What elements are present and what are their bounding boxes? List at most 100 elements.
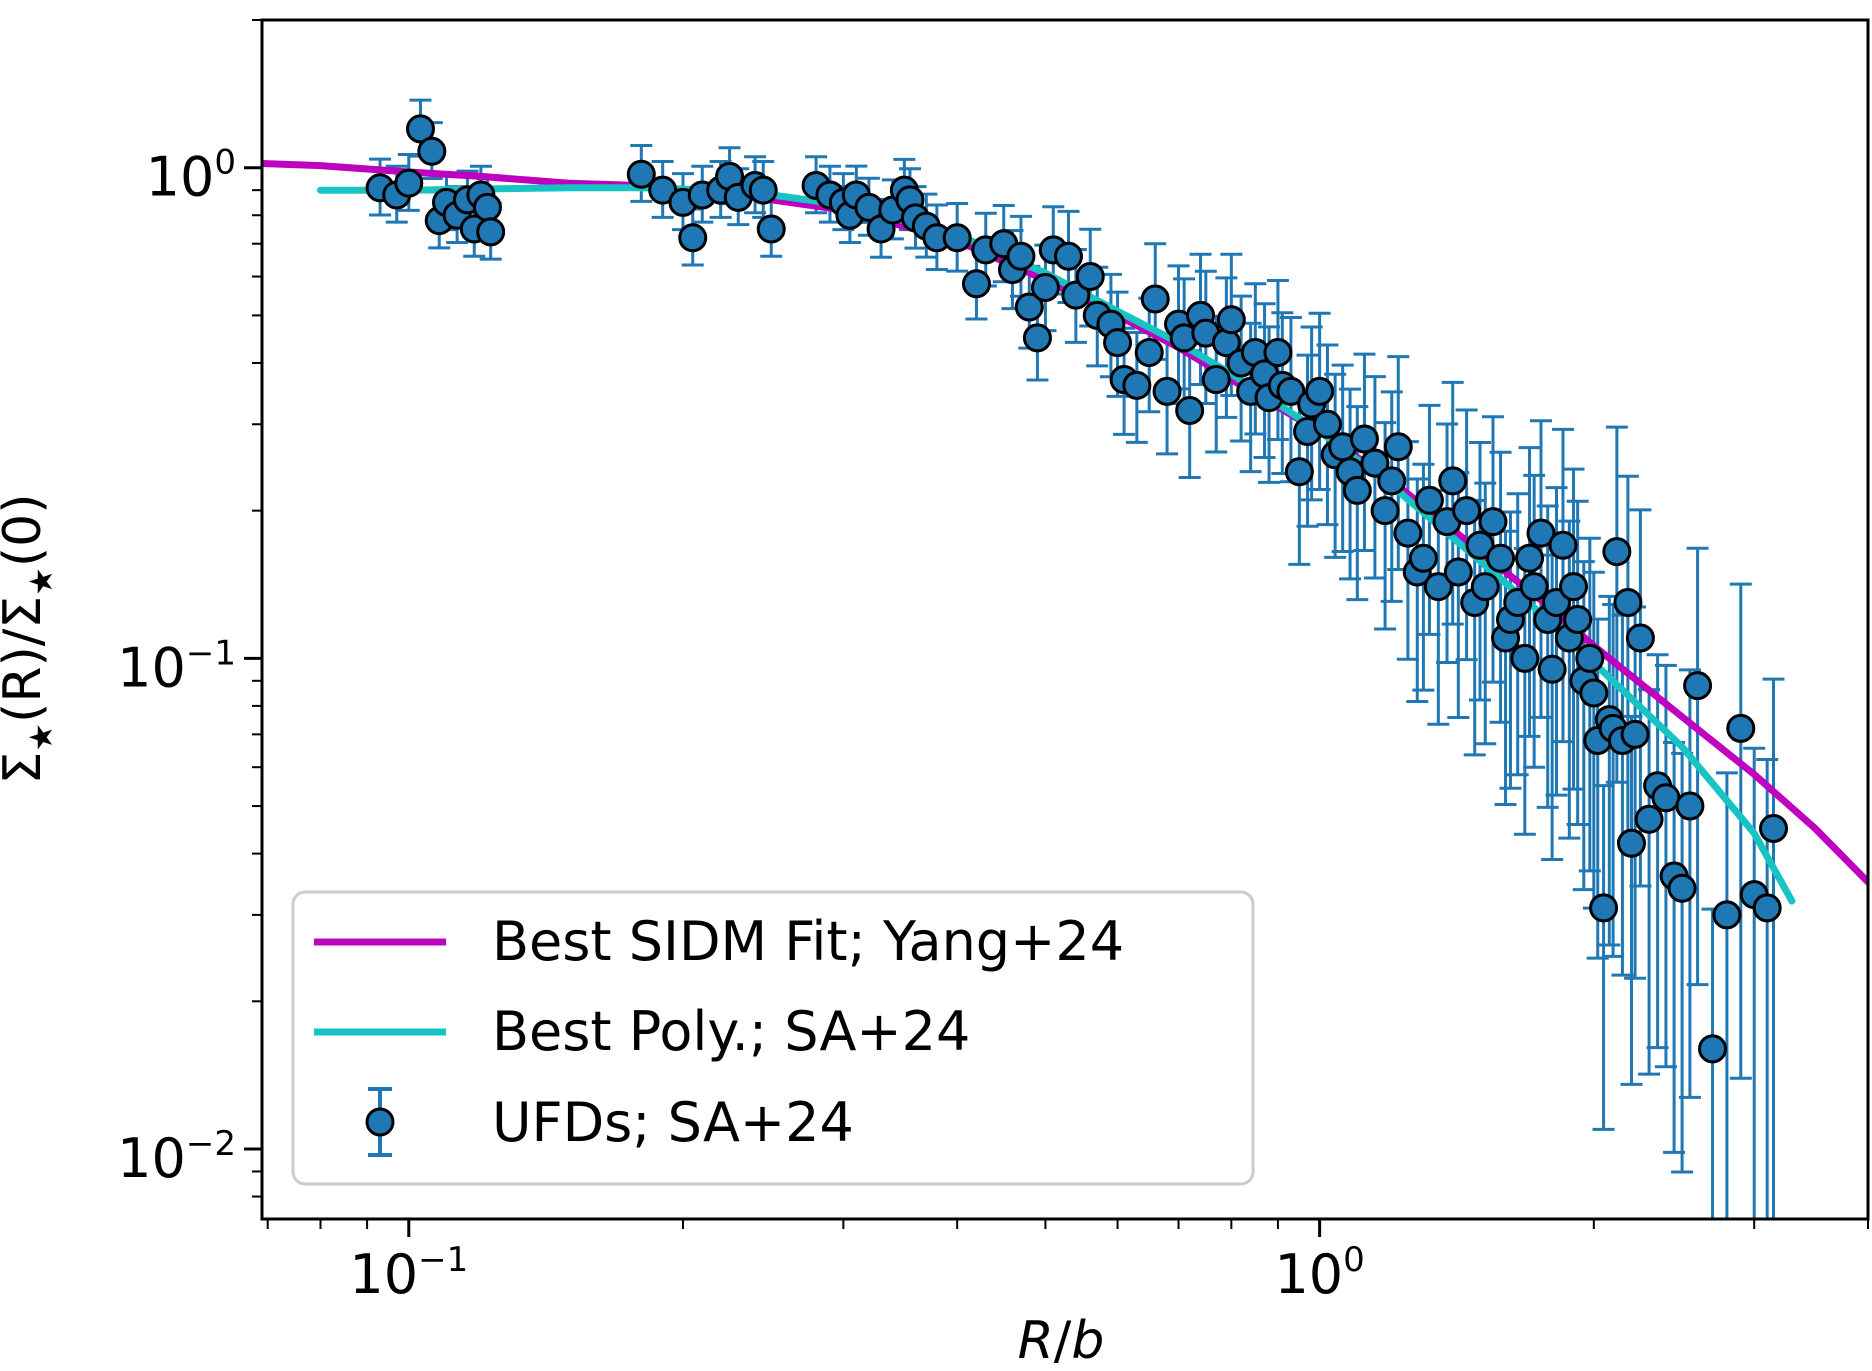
y-tick-label-1: 100 <box>146 143 236 209</box>
ufd-data-point <box>1134 338 1164 368</box>
ufd-errorbar <box>1729 582 1752 1080</box>
ufd-errorbar <box>1620 714 1643 1086</box>
ufd-data-point <box>1370 496 1400 526</box>
ufd-data-point <box>1470 572 1500 602</box>
data-point-layer <box>365 114 1789 1064</box>
ufd-data-point <box>1175 395 1205 425</box>
y-tick-label-base: 10 <box>117 636 186 699</box>
ufd-data-point <box>1360 448 1390 478</box>
x-axis-label-main: R <box>1018 1311 1054 1371</box>
ufd-data-point <box>1510 643 1540 673</box>
ufd-data-point <box>1312 409 1342 439</box>
ufd-data-point <box>1284 457 1314 487</box>
ufd-data-point <box>1563 605 1593 634</box>
ufd-data-point <box>476 217 506 247</box>
ufd-data-point <box>1675 791 1705 821</box>
x-axis-label: R/b <box>1018 1311 1105 1371</box>
y-axis-label-sigma2: Σ <box>0 596 53 629</box>
ufd-data-point <box>1478 507 1508 537</box>
x-tick-label-base: 10 <box>1274 1243 1343 1306</box>
ufd-data-point <box>1589 893 1619 923</box>
ufd-data-point <box>1625 623 1655 653</box>
ufd-data-point <box>1620 719 1650 749</box>
y-tick-label-0.1: 10−1 <box>117 633 236 699</box>
ufd-data-point <box>1575 643 1605 673</box>
x-axis-label-sub: b <box>1071 1311 1104 1371</box>
ufd-data-point <box>1537 654 1567 684</box>
ufd-data-point <box>1613 587 1643 617</box>
y-axis-label: Σ★(R)/Σ★(0) <box>0 494 60 785</box>
ufd-data-point <box>1438 466 1468 496</box>
ufd-data-point <box>472 192 502 222</box>
ufd-data-point <box>1559 572 1589 602</box>
ufd-data-point <box>748 175 778 205</box>
legend-ufd-marker <box>365 1087 395 1157</box>
ufd-data-point <box>1377 466 1407 496</box>
ufd-data-point <box>756 214 786 244</box>
ufd-data-point <box>1698 1034 1728 1064</box>
ufd-data-point <box>1548 530 1578 560</box>
legend-box <box>291 890 1255 1186</box>
ufd-data-point <box>1075 262 1105 292</box>
y-tick-label-exp: −1 <box>186 633 236 673</box>
plot-frame <box>260 18 1870 1221</box>
ufd-data-point <box>1122 370 1152 400</box>
ufd-data-point <box>1140 284 1170 314</box>
ufd-data-point <box>1414 485 1444 515</box>
ufd-data-point <box>1515 543 1545 573</box>
legend-label-ufd: UFDs; SA+24 <box>492 1091 854 1154</box>
ufd-data-point <box>1423 572 1453 602</box>
y-tick-label-base: 10 <box>117 1127 186 1190</box>
ufd-data-point <box>1263 338 1293 368</box>
ufd-data-point <box>1519 572 1549 602</box>
y-axis-tick-labels: 100 10−1 10−2 <box>117 143 236 1190</box>
y-tick-label-base: 10 <box>146 146 215 209</box>
ufd-data-point <box>1276 376 1306 406</box>
y-tick-label-exp: 0 <box>214 143 236 183</box>
ufd-data-point <box>1349 424 1379 454</box>
ufd-data-point <box>1634 804 1664 834</box>
ufd-data-point <box>1651 783 1681 813</box>
x-axis-ticks <box>266 1219 1869 1237</box>
ufd-data-point <box>1759 814 1789 844</box>
legend: Best SIDM Fit; Yang+24 Best Poly.; SA+24… <box>291 890 1255 1186</box>
ufd-data-point <box>1465 530 1495 560</box>
y-axis-ticks <box>244 19 262 1198</box>
ufd-data-point <box>417 136 447 166</box>
y-axis-label-star2: ★ <box>22 567 60 596</box>
ufd-data-point <box>1579 678 1609 708</box>
ufd-data-point <box>1152 376 1182 406</box>
ufd-data-point <box>1752 893 1782 923</box>
ufd-data-point <box>1216 305 1246 335</box>
ufd-data-point <box>1342 475 1372 505</box>
ufd-data-point <box>1201 365 1231 395</box>
ufd-data-point <box>1486 543 1516 573</box>
x-tick-label-exp: −1 <box>418 1240 468 1280</box>
y-axis-label-zero: (0) <box>0 494 53 568</box>
y-tick-label-0.01: 10−2 <box>117 1124 236 1190</box>
ufd-data-point <box>1526 518 1556 548</box>
x-axis-tick-labels: 10−1 100 <box>349 1240 1364 1306</box>
y-axis-label-r: (R)/ <box>0 628 53 723</box>
y-tick-label-exp: −2 <box>186 1124 236 1164</box>
ufd-data-point <box>394 168 424 198</box>
ufd-errorbar <box>1715 771 1738 1219</box>
ufd-data-point <box>961 269 991 299</box>
ufd-data-point <box>1726 713 1756 743</box>
ufd-data-point <box>1452 496 1482 526</box>
legend-label-poly: Best Poly.; SA+24 <box>492 1000 970 1063</box>
ufd-data-point <box>1393 518 1423 548</box>
ufd-data-point <box>942 223 972 253</box>
legend-ufd-point <box>365 1107 395 1137</box>
ufd-data-point <box>1383 432 1413 462</box>
ufd-data-point <box>1014 292 1044 322</box>
plot-area <box>262 98 1868 1219</box>
x-tick-label-0.1: 10−1 <box>349 1240 468 1306</box>
ufd-data-point <box>1667 873 1697 903</box>
ufd-errorbar <box>1469 441 1492 702</box>
ufd-data-point <box>1408 543 1438 573</box>
legend-label-sidm: Best SIDM Fit; Yang+24 <box>492 910 1124 973</box>
ufd-data-point <box>1712 900 1742 930</box>
ufd-data-point <box>1030 272 1060 302</box>
